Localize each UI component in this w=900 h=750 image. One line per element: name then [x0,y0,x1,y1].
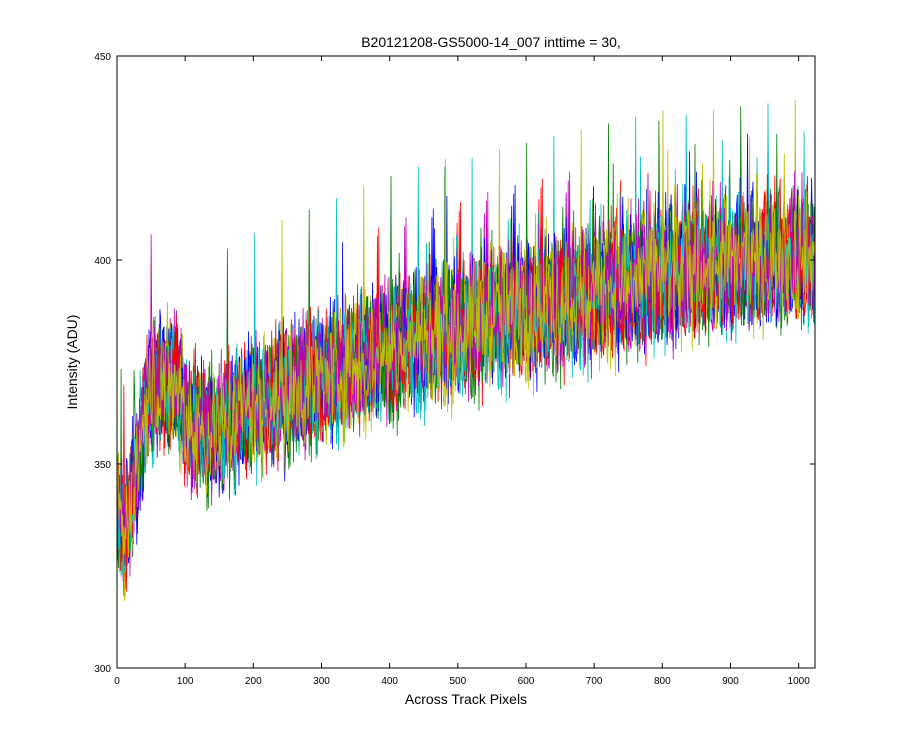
y-tick-label: 450 [94,52,111,63]
x-tick-label: 700 [586,676,603,687]
x-tick-label: 300 [313,676,330,687]
y-tick-label: 300 [94,664,111,675]
y-axis-label: Intensity (ADU) [64,315,80,410]
x-tick-label: 500 [449,676,466,687]
chart-title: B20121208-GS5000-14_007 inttime = 30, [361,34,621,50]
y-tick-label: 400 [94,256,111,267]
y-tick-label: 350 [94,460,111,471]
x-tick-label: 800 [654,676,671,687]
y-ticks: 300 350 400 450 [94,52,815,675]
x-tick-label: 200 [245,676,262,687]
x-tick-label: 600 [518,676,535,687]
x-tick-label: 100 [177,676,194,687]
plot-frame [116,55,816,669]
series-group [116,99,816,602]
x-ticks: 0 100 200 300 400 500 600 700 800 900 1000 [114,56,810,687]
x-tick-label: 900 [722,676,739,687]
x-tick-label: 400 [381,676,398,687]
series-line [116,110,816,574]
x-axis-label: Across Track Pixels [405,691,527,707]
x-tick-label: 0 [114,676,120,687]
x-tick-label: 1000 [788,676,811,687]
